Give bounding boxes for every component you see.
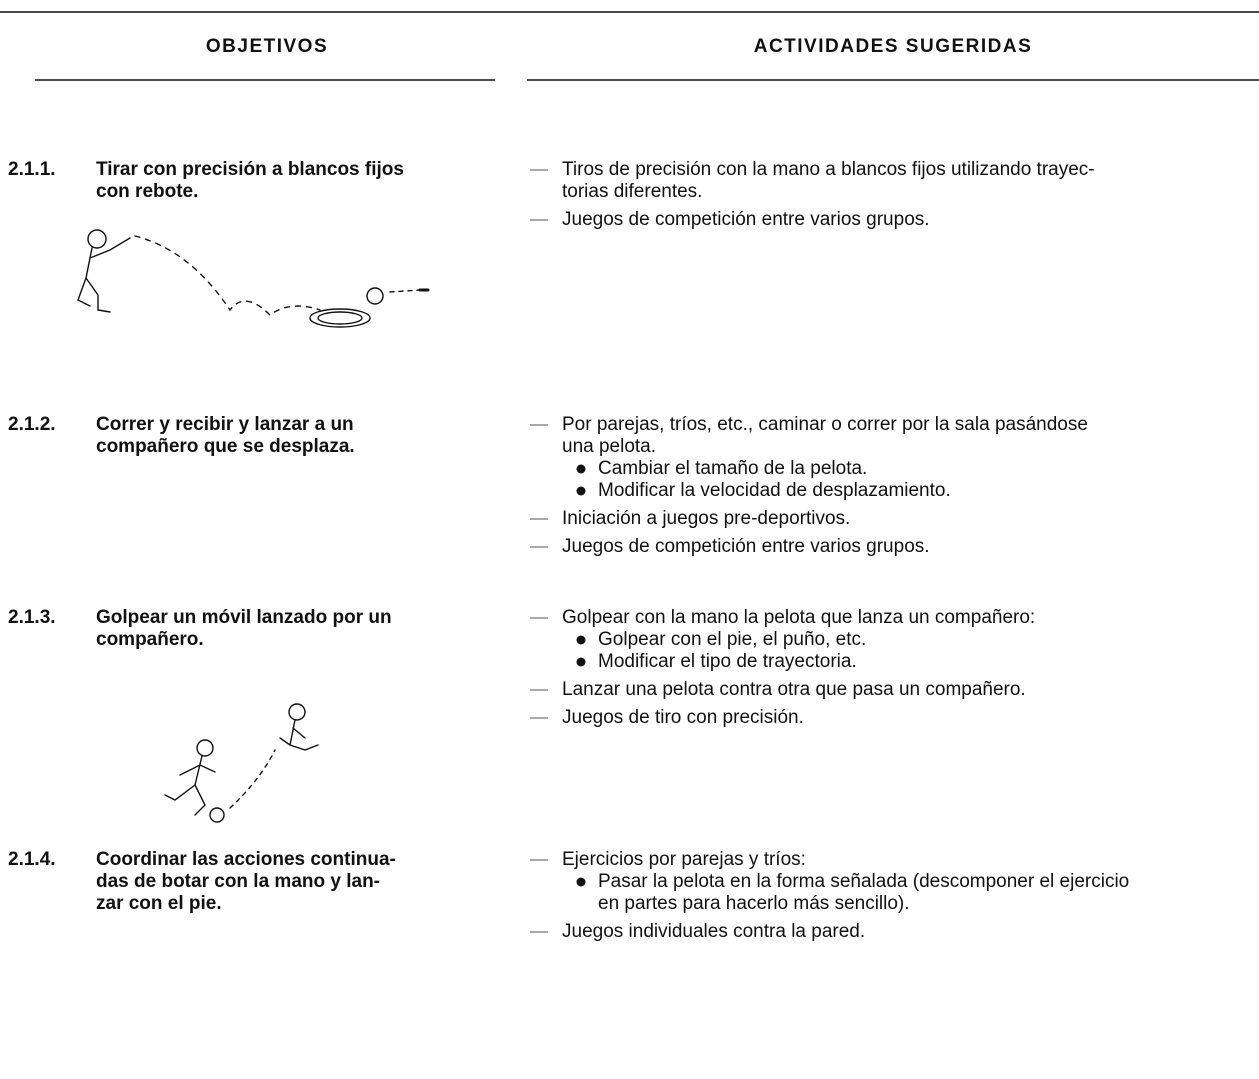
objective-line: Correr y recibir y lanzar a un — [96, 414, 354, 435]
bullet — [576, 657, 586, 667]
activity-line: Ejercicios por parejas y tríos: — [562, 849, 806, 870]
activity-line: Juegos de competición entre varios grupo… — [562, 536, 930, 557]
objective-number: 2.1.3. — [8, 607, 56, 628]
objective-line: Coordinar las acciones continua- — [96, 849, 396, 870]
bullet — [576, 486, 586, 496]
subitem-line: en partes para hacerlo más sencillo). — [598, 893, 910, 914]
objective-number: 2.1.2. — [8, 414, 56, 435]
subitem-line: Pasar la pelota en la forma señalada (de… — [598, 871, 1129, 892]
activity-line: Por parejas, tríos, etc., caminar o corr… — [562, 414, 1088, 435]
activity-line: Tiros de precisión con la mano a blancos… — [562, 159, 1095, 180]
objective-line: Tirar con precisión a blancos fijos — [96, 159, 404, 180]
subitem-line: Modificar la velocidad de desplazamiento… — [598, 480, 951, 501]
objective-line: compañero. — [96, 629, 204, 650]
objective-number: 2.1.4. — [8, 849, 56, 870]
bullet — [576, 635, 586, 645]
activity-line: Golpear con la mano la pelota que lanza … — [562, 607, 1035, 628]
activity-line: torias diferentes. — [562, 181, 702, 202]
activity-line: Iniciación a juegos pre-deportivos. — [562, 508, 850, 529]
objective-line: compañero que se desplaza. — [96, 436, 355, 457]
header-right: ACTIVIDADES SUGERIDAS — [754, 36, 1033, 57]
header-left: OBJETIVOS — [206, 36, 328, 57]
activity-line: Lanzar una pelota contra otra que pasa u… — [562, 679, 1026, 700]
illustration-kick — [164, 703, 319, 823]
bullet — [576, 877, 586, 887]
activity-line: Juegos individuales contra la pared. — [562, 921, 865, 942]
illustration-throw — [77, 229, 430, 328]
subitem-line: Modificar el tipo de trayectoria. — [598, 651, 857, 672]
activity-line: Juegos de tiro con precisión. — [562, 707, 804, 728]
objective-line: Golpear un móvil lanzado por un — [96, 607, 392, 628]
objective-line: das de botar con la mano y lan- — [96, 871, 380, 892]
bullet — [576, 464, 586, 474]
objective-number: 2.1.1. — [8, 159, 56, 180]
activity-line: Juegos de competición entre varios grupo… — [562, 209, 930, 230]
objective-line: zar con el pie. — [96, 893, 222, 914]
subitem-line: Cambiar el tamaño de la pelota. — [598, 458, 867, 479]
subitem-line: Golpear con el pie, el puño, etc. — [598, 629, 866, 650]
activity-line: una pelota. — [562, 436, 656, 457]
objective-line: con rebote. — [96, 181, 198, 202]
